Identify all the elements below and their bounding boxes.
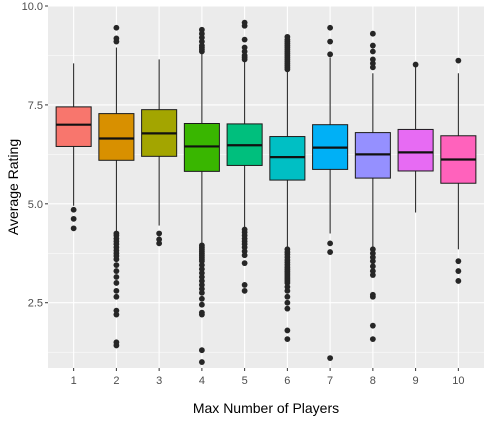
x-tick-label: 5 — [242, 375, 248, 387]
y-tick-label: 7.5 — [28, 100, 43, 112]
outlier-point — [284, 336, 291, 343]
outlier-point — [113, 24, 120, 31]
outlier-point — [455, 268, 462, 274]
box-group-2 — [98, 24, 135, 349]
outlier-point — [284, 293, 291, 300]
outlier-point — [369, 263, 376, 270]
outlier-point — [70, 206, 77, 213]
box-group-10 — [440, 57, 477, 284]
outlier-point — [327, 24, 334, 31]
outlier-point — [241, 282, 248, 288]
outlier-point — [113, 342, 120, 349]
outlier-point — [241, 56, 248, 63]
x-axis-ticks: 1 2 3 4 5 6 7 8 9 10 — [71, 368, 464, 387]
y-tick-label: 5.0 — [28, 199, 43, 211]
outlier-point — [156, 240, 163, 247]
outlier-point — [241, 260, 248, 267]
outlier-point — [156, 230, 163, 237]
outlier-point — [198, 359, 205, 365]
outlier-point — [369, 48, 376, 55]
outlier-point — [113, 274, 120, 280]
outlier-point — [327, 51, 334, 58]
box-group-1 — [55, 63, 92, 232]
outlier-point — [284, 66, 291, 73]
outlier-point — [198, 289, 205, 296]
x-tick-label: 1 — [71, 375, 77, 387]
outlier-point — [412, 61, 419, 68]
outlier-point — [284, 327, 291, 334]
y-tick-label: 2.5 — [28, 298, 43, 310]
outlier-point — [327, 38, 334, 45]
outlier-point — [284, 299, 291, 306]
outlier-point — [369, 30, 376, 37]
outlier-point — [113, 38, 120, 45]
x-tick-label: 8 — [370, 375, 376, 387]
x-axis-title: Max Number of Players — [193, 400, 339, 416]
outlier-point — [369, 293, 376, 300]
x-tick-label: 2 — [113, 375, 119, 387]
box-group-7 — [312, 24, 349, 362]
outlier-point — [369, 64, 376, 71]
box-group-6 — [269, 33, 306, 343]
outlier-point — [369, 336, 376, 343]
outlier-point — [113, 287, 120, 294]
y-tick-label: 10.0 — [22, 1, 43, 13]
x-tick-label: 7 — [327, 375, 333, 387]
box-group-5 — [226, 19, 263, 294]
y-axis-title: Average Rating — [5, 139, 21, 235]
outlier-point — [241, 252, 248, 259]
outlier-point — [113, 262, 120, 269]
x-tick-label: 3 — [156, 375, 162, 387]
box-iqr — [397, 128, 434, 172]
box-group-4 — [183, 26, 220, 365]
x-tick-label: 9 — [413, 375, 419, 387]
outlier-point — [241, 22, 248, 29]
outlier-point — [327, 355, 334, 362]
outlier-point — [198, 48, 205, 55]
outlier-point — [70, 225, 77, 232]
outlier-point — [369, 322, 376, 329]
outlier-point — [455, 278, 462, 284]
outlier-point — [113, 256, 120, 263]
outlier-point — [113, 293, 120, 300]
outlier-point — [455, 57, 462, 64]
box-group-3 — [141, 59, 178, 247]
outlier-point — [70, 215, 77, 222]
box-group-9 — [397, 61, 434, 213]
outlier-point — [369, 258, 376, 265]
box-layer — [55, 19, 477, 365]
outlier-point — [327, 249, 334, 255]
panel-background — [48, 6, 484, 368]
outlier-point — [284, 305, 291, 312]
x-tick-label: 6 — [284, 375, 290, 387]
outlier-point — [369, 42, 376, 49]
outlier-point — [198, 301, 205, 308]
y-axis-ticks: 2.5 5.0 7.5 10.0 — [22, 1, 48, 310]
outlier-point — [455, 258, 462, 265]
x-tick-label: 4 — [199, 375, 205, 387]
outlier-point — [241, 287, 248, 294]
box-group-8 — [354, 30, 391, 343]
box-iqr — [98, 113, 135, 161]
outlier-point — [327, 240, 334, 247]
x-tick-label: 10 — [452, 375, 464, 387]
outlier-point — [198, 295, 205, 302]
box-iqr — [269, 136, 306, 181]
outlier-point — [113, 280, 120, 286]
outlier-point — [113, 311, 120, 318]
outlier-point — [198, 347, 205, 354]
outlier-point — [241, 36, 248, 43]
box-iqr — [55, 106, 92, 147]
outlier-point — [369, 272, 376, 278]
outlier-point — [284, 287, 291, 294]
outlier-point — [113, 268, 120, 274]
outlier-point — [198, 311, 205, 318]
